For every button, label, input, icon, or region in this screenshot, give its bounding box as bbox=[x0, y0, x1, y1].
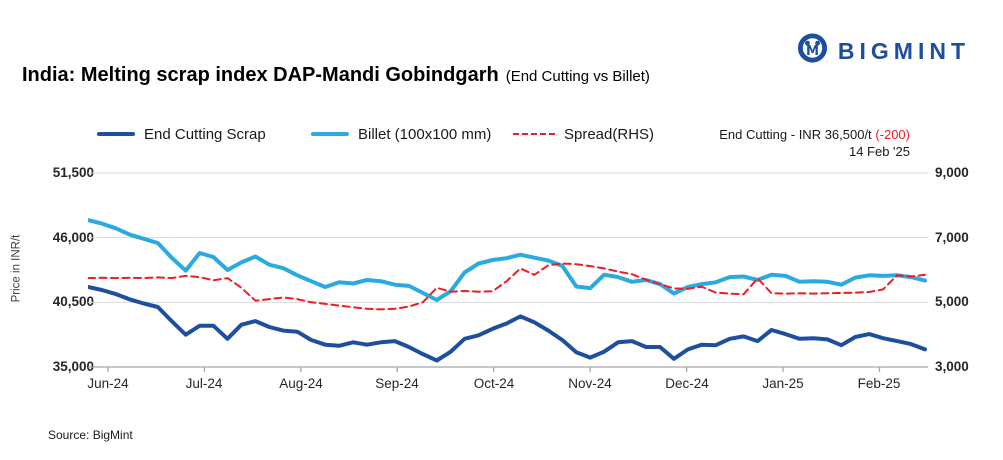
bigmint-logo: M BIGMINT bbox=[796, 32, 970, 70]
annotation-line1: End Cutting - INR 36,500/t (-200) bbox=[719, 127, 910, 142]
plot-area bbox=[88, 172, 928, 372]
bigmint-circle-m-icon: M bbox=[796, 32, 829, 70]
x-axis-tick: Jul-24 bbox=[185, 376, 223, 391]
svg-text:M: M bbox=[806, 44, 819, 59]
x-axis-tick: Nov-24 bbox=[568, 376, 612, 391]
legend-swatch-billet bbox=[311, 132, 349, 136]
x-axis-tick: Sep-24 bbox=[375, 376, 419, 391]
logo-wordmark: BIGMINT bbox=[837, 37, 970, 64]
price-change: (-200) bbox=[875, 127, 910, 142]
chart-title-sub: (End Cutting vs Billet) bbox=[505, 68, 650, 85]
series-line-billet-100x100-mm bbox=[88, 218, 927, 302]
x-axis-tick: Feb-25 bbox=[857, 376, 901, 391]
right-axis-tick: 7,000 bbox=[935, 230, 969, 245]
x-axis-tick: Dec-24 bbox=[665, 376, 709, 391]
legend-label: Billet (100x100 mm) bbox=[358, 125, 492, 143]
annotation-date: 14 Feb '25 bbox=[848, 144, 910, 159]
left-axis-tick: 40,500 bbox=[52, 294, 94, 309]
latest-price-annotation: End Cutting - INR 36,500/t (-200) 14 Feb… bbox=[719, 126, 910, 160]
series-line-end-cutting-scrap bbox=[88, 285, 927, 363]
left-axis-tick: 51,500 bbox=[52, 165, 94, 180]
x-axis-tick: Oct-24 bbox=[473, 376, 515, 391]
left-axis-title: Price in INR/t bbox=[10, 234, 23, 303]
chart-title-main: India: Melting scrap index DAP-Mandi Gob… bbox=[22, 64, 499, 86]
x-axis-tick: Jan-25 bbox=[762, 376, 804, 391]
source-note: Source: BigMint bbox=[48, 428, 133, 442]
right-axis-tick: 9,000 bbox=[935, 165, 969, 180]
chart-title: India: Melting scrap index DAP-Mandi Gob… bbox=[22, 64, 650, 87]
legend-item-billet: Billet (100x100 mm) bbox=[311, 124, 491, 144]
right-axis-tick: 5,000 bbox=[935, 294, 969, 309]
legend-label: Spread(RHS) bbox=[564, 125, 655, 143]
series-line-spread-rhs bbox=[88, 262, 926, 311]
x-axis-tick: Jun-24 bbox=[87, 376, 129, 391]
x-axis-tick: Aug-24 bbox=[279, 376, 323, 391]
legend-item-end-cutting-scrap: End Cutting Scrap bbox=[97, 124, 266, 144]
legend-swatch-spread bbox=[513, 133, 555, 135]
legend-swatch-end-cutting bbox=[97, 132, 135, 136]
left-axis-tick: 46,000 bbox=[52, 230, 94, 245]
legend-label: End Cutting Scrap bbox=[144, 125, 266, 143]
right-axis-tick: 3,000 bbox=[935, 359, 969, 374]
left-axis-tick: 35,000 bbox=[52, 359, 94, 374]
legend-item-spread: Spread(RHS) bbox=[513, 124, 654, 144]
